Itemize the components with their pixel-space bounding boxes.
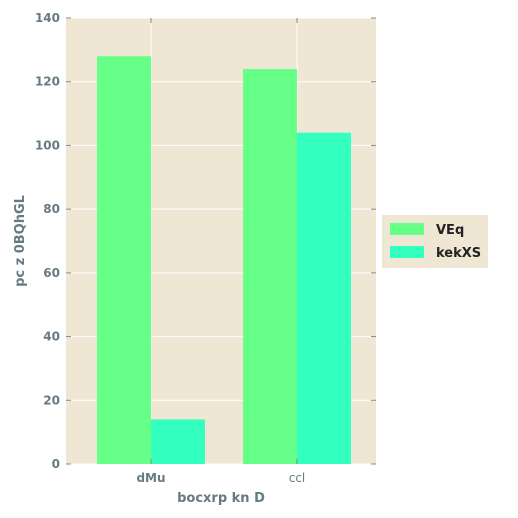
x-axis-label: bocxrp kn D: [177, 491, 265, 506]
x-tick-label: ccl: [289, 471, 306, 485]
legend-swatch-kekxs: [390, 246, 424, 258]
y-tick-label: 120: [35, 75, 60, 89]
bar-veq-dmu: [97, 56, 151, 464]
legend-label-kekxs: kekXS: [436, 246, 481, 261]
y-tick-label: 40: [43, 330, 60, 344]
y-tick-label: 100: [35, 138, 60, 152]
y-tick-label: 60: [43, 266, 60, 280]
bar-kekxs-dmu: [151, 419, 205, 464]
bar-kekxs-ccl: [297, 132, 351, 464]
y-tick-label: 140: [35, 11, 60, 25]
y-tick-label: 20: [43, 393, 60, 407]
x-axis-ticks: dMu ccl: [136, 18, 305, 485]
y-axis-ticks: 0 20 40 60 80 100 120 140: [35, 11, 376, 471]
y-axis-label: pc z 0BQhGL: [13, 195, 28, 287]
legend: VEq kekXS: [382, 215, 488, 268]
y-tick-label: 0: [52, 457, 60, 471]
legend-swatch-veq: [390, 223, 424, 235]
bar-veq-ccl: [243, 68, 297, 464]
y-tick-label: 80: [43, 202, 60, 216]
legend-label-veq: VEq: [436, 223, 464, 238]
x-tick-label: dMu: [136, 471, 165, 485]
bars: [97, 56, 351, 464]
